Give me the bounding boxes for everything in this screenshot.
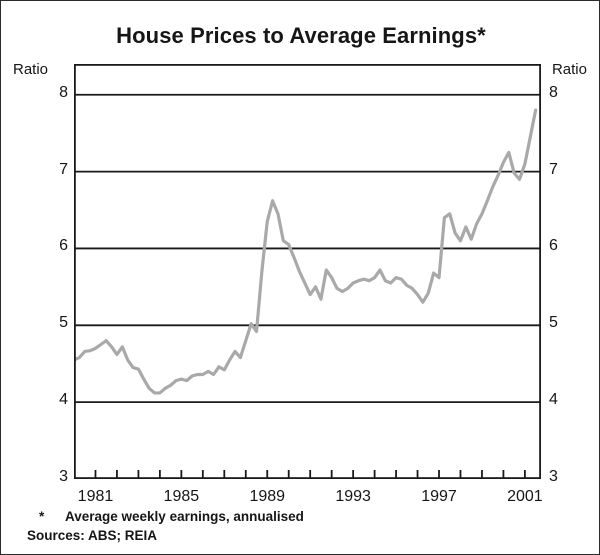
x-tick-label: 1981 bbox=[77, 488, 114, 505]
footnote: * Average weekly earnings, annualised bbox=[39, 509, 304, 524]
y-axis-unit-left: Ratio bbox=[13, 61, 49, 78]
x-tick-label: 1993 bbox=[335, 488, 371, 505]
y-tick-label-right: 4 bbox=[549, 391, 558, 409]
footnote-text: Average weekly earnings, annualised bbox=[65, 509, 304, 524]
y-tick-label-right: 5 bbox=[549, 314, 558, 332]
x-tick-label: 2001 bbox=[507, 488, 543, 505]
plot-area bbox=[74, 64, 541, 479]
data-series-line bbox=[74, 108, 538, 395]
x-axis-labels: 1981 1985 1989 1993 1997 2001 bbox=[1, 488, 600, 510]
y-axis-unit-right: Ratio bbox=[551, 61, 587, 78]
y-tick-label-left: 3 bbox=[59, 468, 68, 485]
y-tick-label-left: 4 bbox=[59, 391, 68, 409]
y-tick-label-right: 6 bbox=[549, 237, 558, 255]
x-tick-label: 1997 bbox=[421, 488, 457, 505]
y-tick-label-right: 8 bbox=[549, 83, 558, 101]
y-tick-label-right: 3 bbox=[549, 468, 558, 485]
x-tick-label: 1985 bbox=[163, 488, 200, 505]
sources-note: Sources: ABS; REIA bbox=[27, 528, 158, 543]
y-tick-label-left: 5 bbox=[59, 314, 68, 332]
y-tick-label-left: 7 bbox=[59, 160, 68, 178]
chart-canvas bbox=[74, 64, 541, 479]
plot-frame bbox=[74, 64, 541, 479]
y-tick-label-right: 7 bbox=[549, 160, 558, 178]
page-title: House Prices to Average Earnings* bbox=[116, 23, 486, 48]
footnote-marker: * bbox=[39, 509, 45, 524]
x-tick-label: 1989 bbox=[249, 488, 286, 505]
y-tick-label-left: 8 bbox=[59, 83, 68, 101]
gridlines bbox=[74, 93, 541, 404]
y-tick-label-left: 6 bbox=[59, 237, 68, 255]
